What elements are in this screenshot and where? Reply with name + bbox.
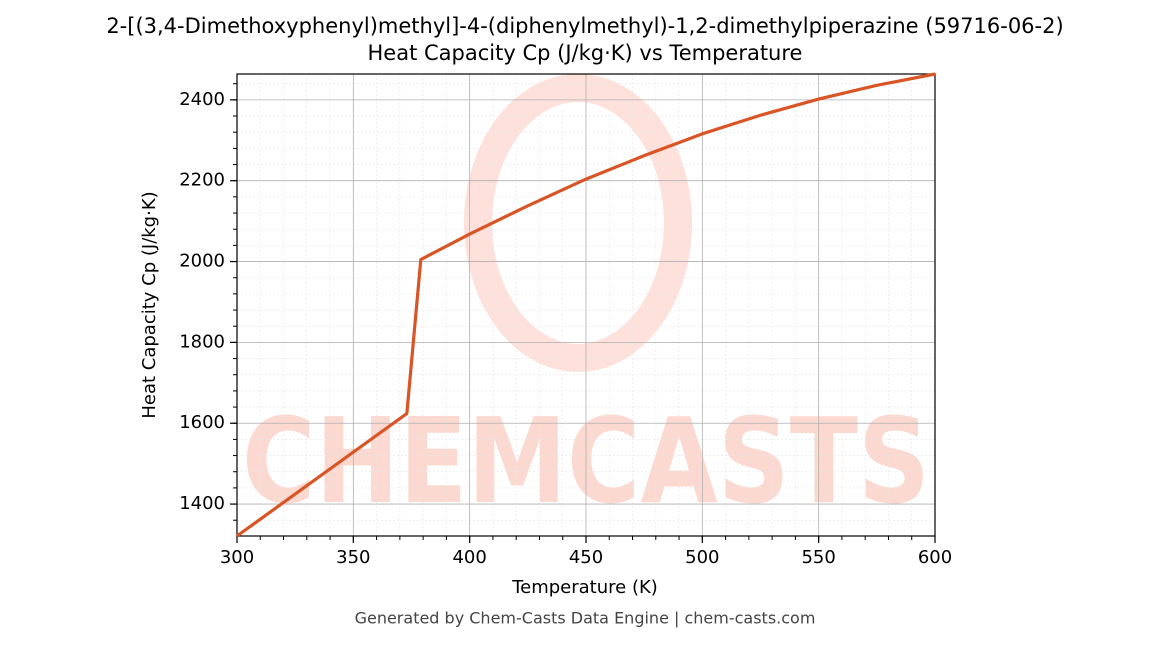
data-line — [236, 72, 936, 538]
x-tick-label: 500 — [685, 547, 719, 568]
x-tick-label: 350 — [336, 547, 370, 568]
plot-frame — [236, 73, 936, 537]
y-tick-label: 1600 — [179, 412, 225, 433]
watermark-ring — [464, 74, 692, 372]
footer: Generated by Chem-Casts Data Engine | ch… — [355, 609, 816, 628]
x-tick-label: 550 — [801, 547, 835, 568]
y-axis-label: Heat Capacity Cp (J/kg·K) — [139, 191, 160, 418]
y-tick-label: 2000 — [179, 251, 225, 272]
chart-subtitle: Heat Capacity Cp (J/kg·K) vs Temperature — [368, 41, 803, 65]
y-tick-label: 1400 — [179, 493, 225, 514]
x-tick-label: 300 — [220, 547, 254, 568]
x-tick-label: 600 — [918, 547, 952, 568]
y-tick-label: 1800 — [179, 331, 225, 352]
x-axis-label: Temperature (K) — [511, 577, 658, 598]
chart-title: 2-[(3,4-Dimethoxyphenyl)methyl]-4-(diphe… — [106, 14, 1063, 38]
x-tick-label: 400 — [452, 547, 486, 568]
y-tick-label: 2400 — [179, 89, 225, 110]
y-tick-label: 2200 — [179, 170, 225, 191]
x-tick-label: 450 — [569, 547, 603, 568]
